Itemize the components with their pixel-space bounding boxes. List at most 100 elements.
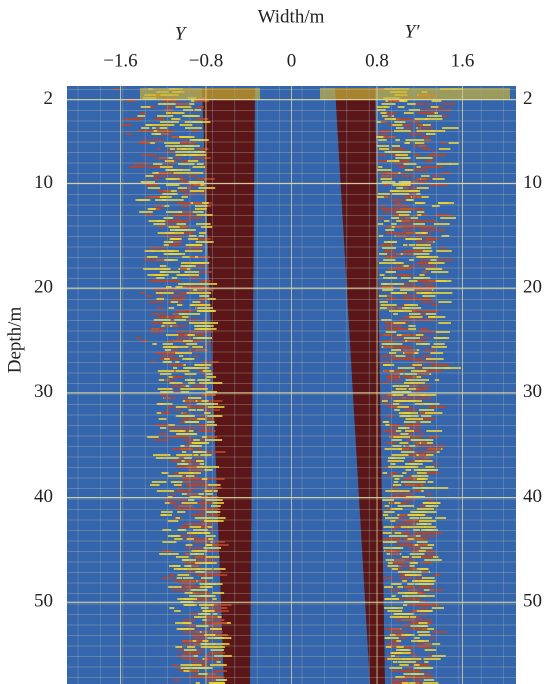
texture (425, 286, 437, 288)
texture (192, 301, 201, 303)
texture (355, 430, 381, 433)
texture (356, 451, 382, 454)
texture (156, 298, 165, 300)
texture (405, 529, 410, 531)
texture (185, 484, 198, 486)
texture (184, 115, 198, 117)
texture (425, 268, 443, 270)
texture (178, 472, 194, 474)
texture (177, 202, 193, 204)
texture (409, 553, 425, 555)
texture (207, 484, 221, 486)
texture (383, 370, 390, 372)
texture (388, 646, 403, 648)
texture (361, 544, 383, 547)
texture (390, 292, 407, 294)
texture (414, 637, 420, 639)
texture (401, 265, 409, 267)
texture (414, 385, 431, 387)
texture (207, 247, 254, 250)
texture (181, 583, 193, 585)
texture (164, 346, 169, 348)
texture (343, 229, 378, 232)
texture (412, 490, 422, 492)
texture (421, 451, 437, 453)
texture (193, 616, 200, 618)
texture (431, 205, 440, 207)
texture (207, 550, 220, 552)
texture (408, 547, 421, 549)
texture (415, 421, 421, 423)
texture (190, 211, 204, 213)
texture (208, 607, 220, 609)
texture (395, 154, 408, 156)
texture (165, 145, 179, 147)
texture (188, 535, 197, 537)
texture (403, 376, 417, 378)
texture (347, 292, 379, 295)
texture (379, 301, 388, 303)
texture (206, 559, 216, 561)
texture (395, 157, 411, 159)
texture (146, 124, 164, 126)
texture (397, 307, 410, 309)
texture (178, 163, 195, 165)
texture (171, 493, 176, 495)
texture (427, 166, 443, 168)
texture (204, 154, 255, 157)
texture (212, 598, 217, 600)
texture (209, 280, 254, 283)
texture (205, 391, 218, 393)
texture (216, 490, 252, 493)
texture (346, 283, 379, 286)
texture (208, 652, 225, 654)
texture (176, 436, 191, 438)
texture (403, 409, 417, 411)
texture (421, 577, 435, 579)
texture (208, 625, 221, 627)
texture (203, 139, 255, 142)
texture (215, 634, 228, 636)
texture (414, 361, 430, 363)
texture (191, 643, 201, 645)
texture (376, 196, 389, 198)
texture (397, 586, 403, 588)
texture (217, 499, 252, 502)
texture (174, 364, 182, 366)
texture (179, 526, 190, 528)
x-axis-title: Width/m (258, 6, 325, 27)
texture (186, 559, 197, 561)
texture (435, 331, 451, 333)
texture (399, 490, 410, 492)
texture (382, 421, 390, 423)
texture (204, 142, 255, 145)
texture (341, 199, 377, 202)
texture (360, 517, 383, 520)
texture (382, 289, 394, 291)
texture (210, 304, 254, 307)
texture (167, 475, 183, 477)
texture (169, 574, 175, 576)
texture (203, 133, 255, 136)
texture (148, 301, 164, 303)
texture (401, 670, 406, 672)
texture (409, 382, 415, 384)
texture (159, 427, 167, 429)
texture (411, 568, 428, 570)
texture (158, 403, 173, 405)
texture (421, 280, 436, 282)
texture (414, 289, 433, 291)
texture (434, 379, 440, 381)
y-tick-label: 40 (523, 486, 542, 507)
texture (381, 400, 388, 402)
texture (419, 517, 433, 519)
texture (159, 271, 172, 273)
texture (382, 532, 392, 534)
texture (205, 184, 255, 187)
texture (210, 505, 221, 507)
texture (188, 322, 206, 324)
texture (376, 106, 387, 108)
texture (393, 436, 411, 438)
texture (141, 340, 149, 342)
texture (198, 415, 204, 417)
